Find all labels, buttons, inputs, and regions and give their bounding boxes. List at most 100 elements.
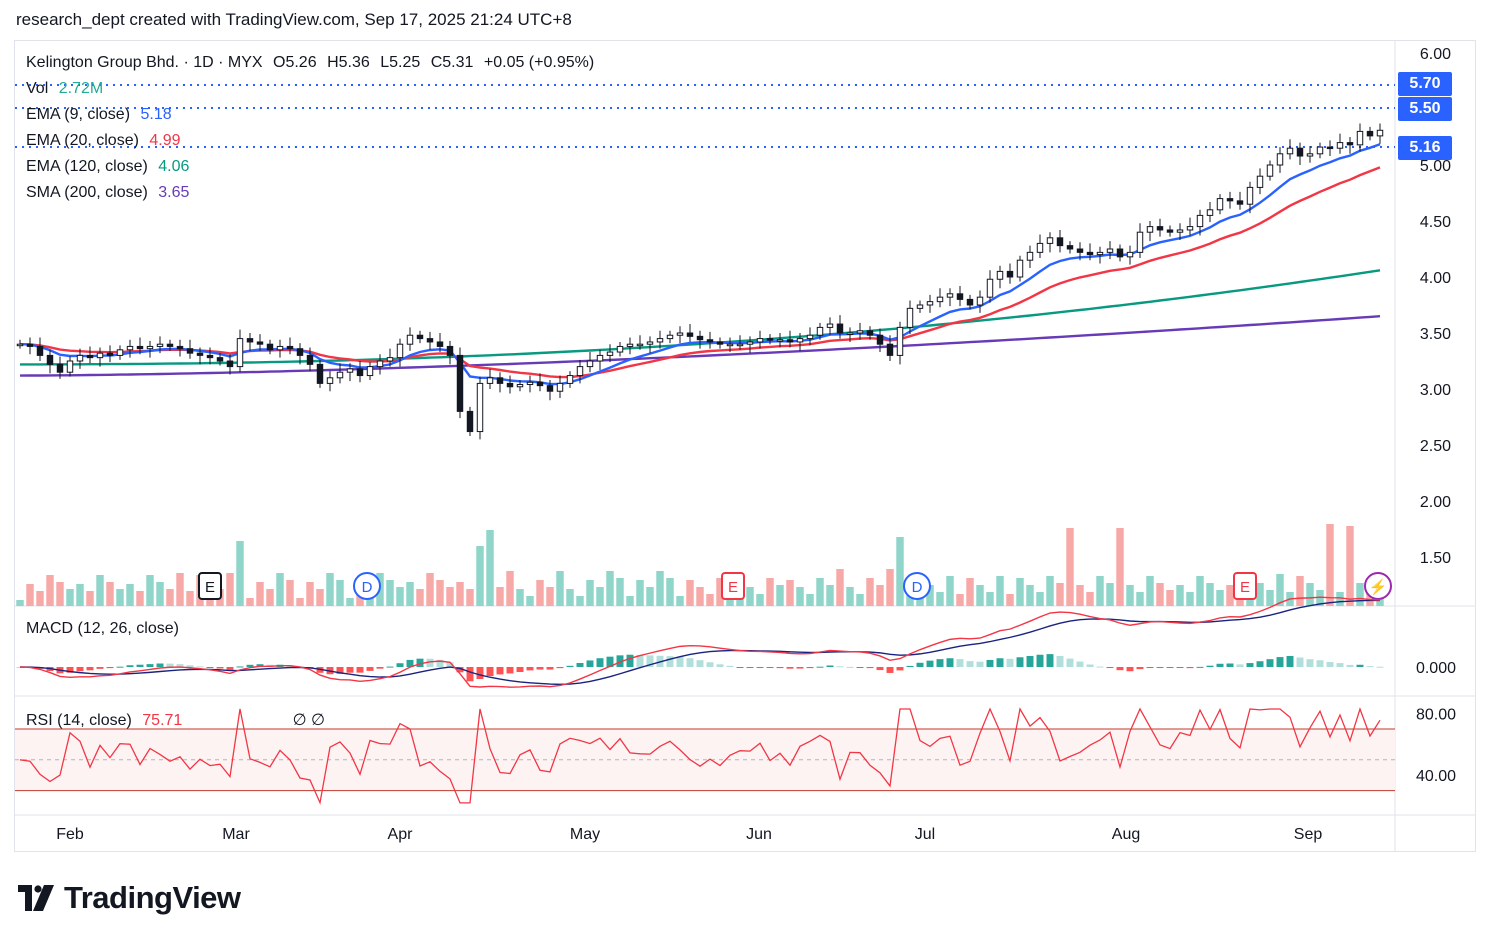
candle-body [286,345,294,350]
candle-body [886,343,894,356]
legend-ema120[interactable]: EMA (120, close) 4.06 [26,158,195,176]
candle-body [1086,251,1094,256]
volume-bar [96,575,104,606]
macd-histogram-bar [246,664,254,667]
event-marker-letter: E [205,579,215,596]
macd-histogram-bar [116,666,124,668]
candle-body [416,334,424,340]
candle-body [1066,245,1074,250]
macd-histogram-bar [1286,655,1294,667]
candle-body [626,343,634,347]
legend-rsi[interactable]: RSI (14, close) 75.71 ∅ ∅ [26,710,331,730]
legend-ema9[interactable]: EMA (9, close) 5.18 [26,106,178,124]
volume-bar [626,596,634,606]
volume-bar [1196,576,1204,606]
price-axis-tick: 4.00 [1420,270,1451,287]
volume-bar [536,580,544,606]
candle-body [96,352,104,359]
volume-bar [636,580,644,606]
event-marker-letter: D [912,579,923,596]
macd-histogram-bar [426,658,434,667]
volume-bar [776,585,784,606]
candle-body [1306,153,1314,157]
event-marker-letter: E [1240,579,1250,596]
candle-body [816,326,824,336]
volume-bar [1306,583,1314,606]
tradingview-logo[interactable]: TradingView [18,880,241,916]
candle-body [1126,251,1134,258]
candle-body [396,343,404,359]
macd-histogram-bar [1346,664,1354,667]
macd-histogram-bar [146,664,154,667]
volume-bar [1316,590,1324,606]
chart-frame [14,40,1476,852]
earnings-marker [1233,572,1257,600]
volume-bar [1176,585,1184,606]
sma200-line [19,315,1381,377]
candle-body [786,339,794,343]
legend-ema20[interactable]: EMA (20, close) 4.99 [26,132,187,150]
volume-bar [1226,585,1234,606]
symbol-legend: Kelington Group Bhd. · 1D · MYX O5.26 H5… [26,54,600,72]
macd-histogram-bar [186,665,194,667]
candle-body [356,368,364,377]
macd-histogram-bar [256,664,264,667]
dividend-marker [903,572,931,600]
candle-body [376,360,384,368]
candle-body [1166,229,1174,233]
candle-body [166,343,174,347]
macd-histogram-bar [336,667,344,674]
candle-body [156,343,164,347]
candle-body [756,338,764,343]
volume-bar [756,594,764,606]
symbol-name[interactable]: Kelington Group Bhd. · 1D · MYX [26,54,263,71]
earnings-marker [721,572,745,600]
volume-bar [116,589,124,606]
legend-vol[interactable]: Vol 2.72M [26,80,109,98]
candle-body [966,298,974,306]
macd-histogram-bar [106,667,114,669]
macd-histogram-bar [466,667,474,682]
candle-body [806,334,814,340]
legend-sma200[interactable]: SMA (200, close) 3.65 [26,184,195,202]
volume-bar [46,575,54,606]
volume-bar [1366,590,1374,606]
macd-histogram-bar [1316,660,1324,667]
macd-histogram-bar [976,661,984,667]
macd-histogram-bar [926,660,934,667]
volume-bar [856,594,864,606]
macd-histogram-bar [886,667,894,673]
volume-bar [466,589,474,606]
macd-histogram-bar [216,667,224,669]
volume-bar [546,587,554,606]
time-axis-label: Mar [222,826,250,843]
macd-histogram-bar [376,667,384,669]
candle-body [1186,226,1194,231]
volume-bar [176,573,184,606]
macd-histogram-bar [1266,659,1274,667]
candle-body [1076,248,1084,253]
legend-macd-label: MACD (12, 26, close) [26,620,179,637]
macd-histogram-bar [616,655,624,667]
volume-bar [826,585,834,606]
macd-histogram-bar [206,667,214,668]
candle-body [926,301,934,306]
candle-body [366,366,374,377]
event-marker-letter: E [728,579,738,596]
legend-ema20-value: 4.99 [149,132,181,149]
macd-histogram-bar [1376,666,1384,668]
volume-bar [86,591,94,606]
macd-histogram-bar [816,666,824,668]
macd-histogram-bar [1226,663,1234,667]
macd-histogram-bar [596,658,604,667]
candle-body [686,332,694,337]
macd-histogram-bar [1076,661,1084,667]
price-tag-5-16: 5.16 [1398,136,1452,160]
candle-body [506,382,514,388]
candle-body [196,352,204,356]
tradingview-logo-icon [18,885,54,911]
legend-macd[interactable]: MACD (12, 26, close) [26,620,185,638]
rsi-axis-tick: 80.00 [1416,707,1456,724]
volume-bar [796,587,804,606]
